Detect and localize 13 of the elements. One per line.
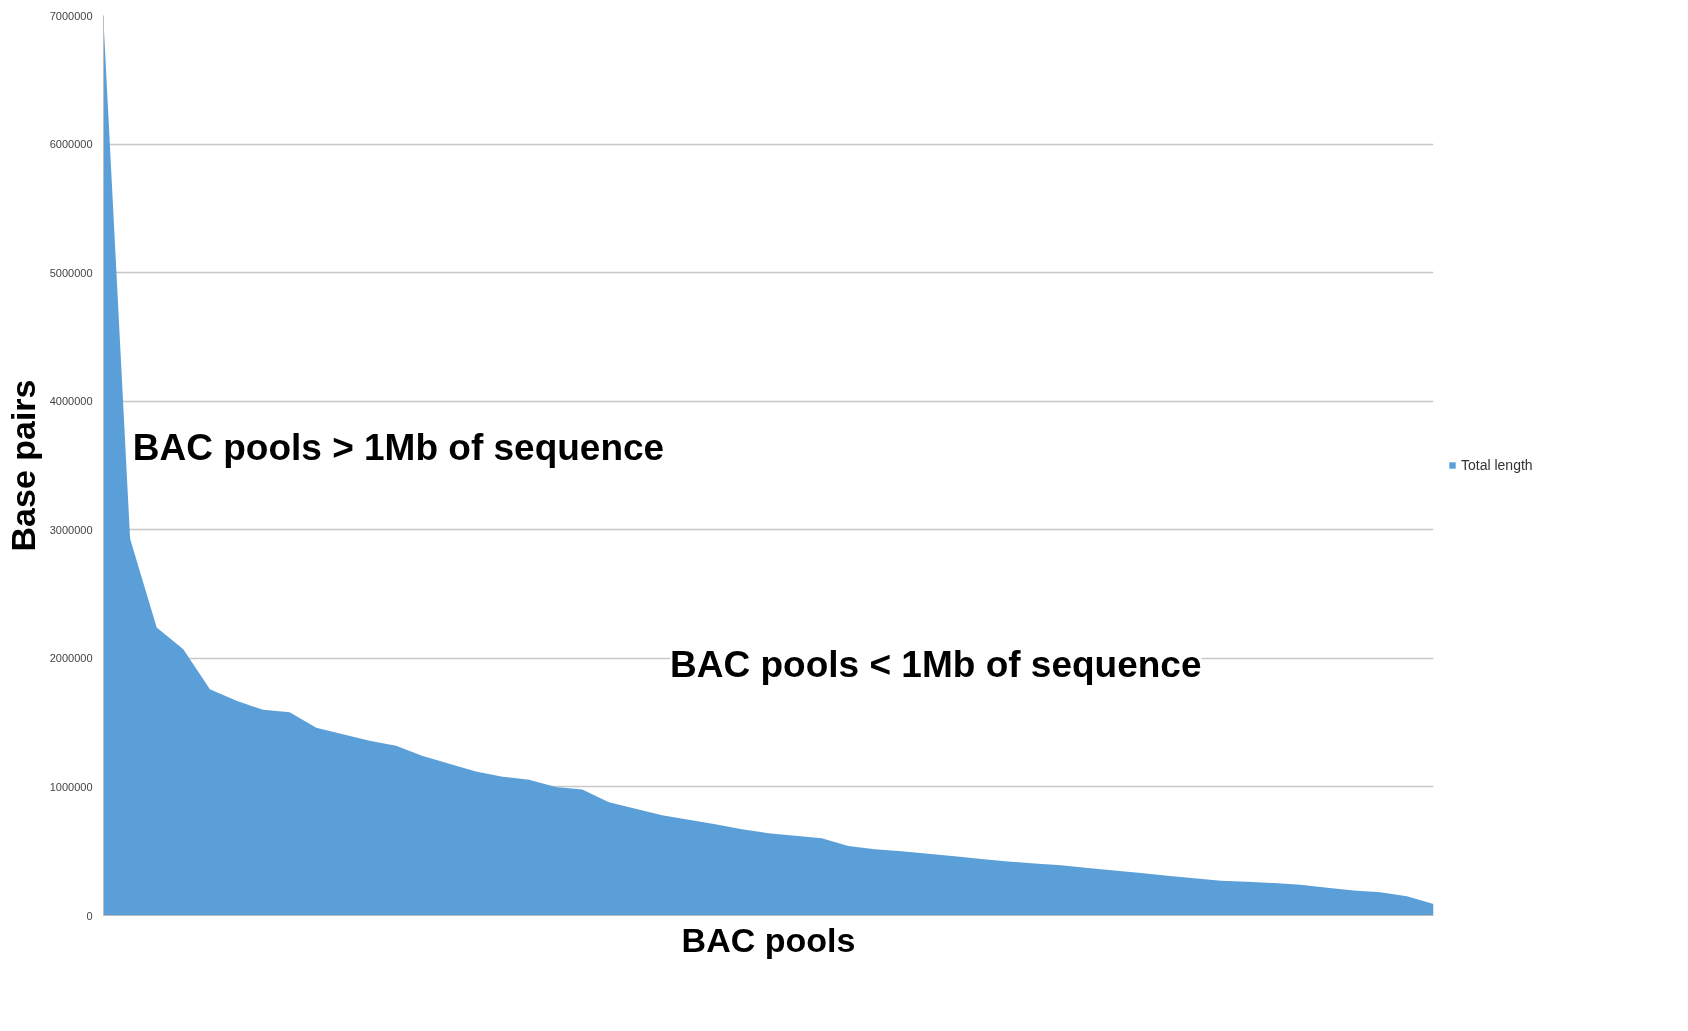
y-tick-label: 6000000 (49, 138, 93, 151)
y-tick-label: 0 (86, 909, 93, 922)
y-tick-label: 7000000 (49, 9, 93, 22)
y-tick-label: 1000000 (49, 780, 93, 793)
y-tick-label: 3000000 (49, 523, 93, 536)
x-axis-title: BAC pools (681, 920, 856, 959)
legend-label: Total length (1461, 457, 1533, 473)
y-tick-label: 5000000 (49, 266, 93, 279)
y-tick-label: 4000000 (49, 395, 93, 408)
annotation: BAC pools > 1Mb of sequence (132, 427, 665, 469)
y-tick-label: 2000000 (49, 652, 93, 665)
annotation: BAC pools < 1Mb of sequence (670, 644, 1202, 686)
y-axis-title: Base pairs (3, 379, 42, 552)
